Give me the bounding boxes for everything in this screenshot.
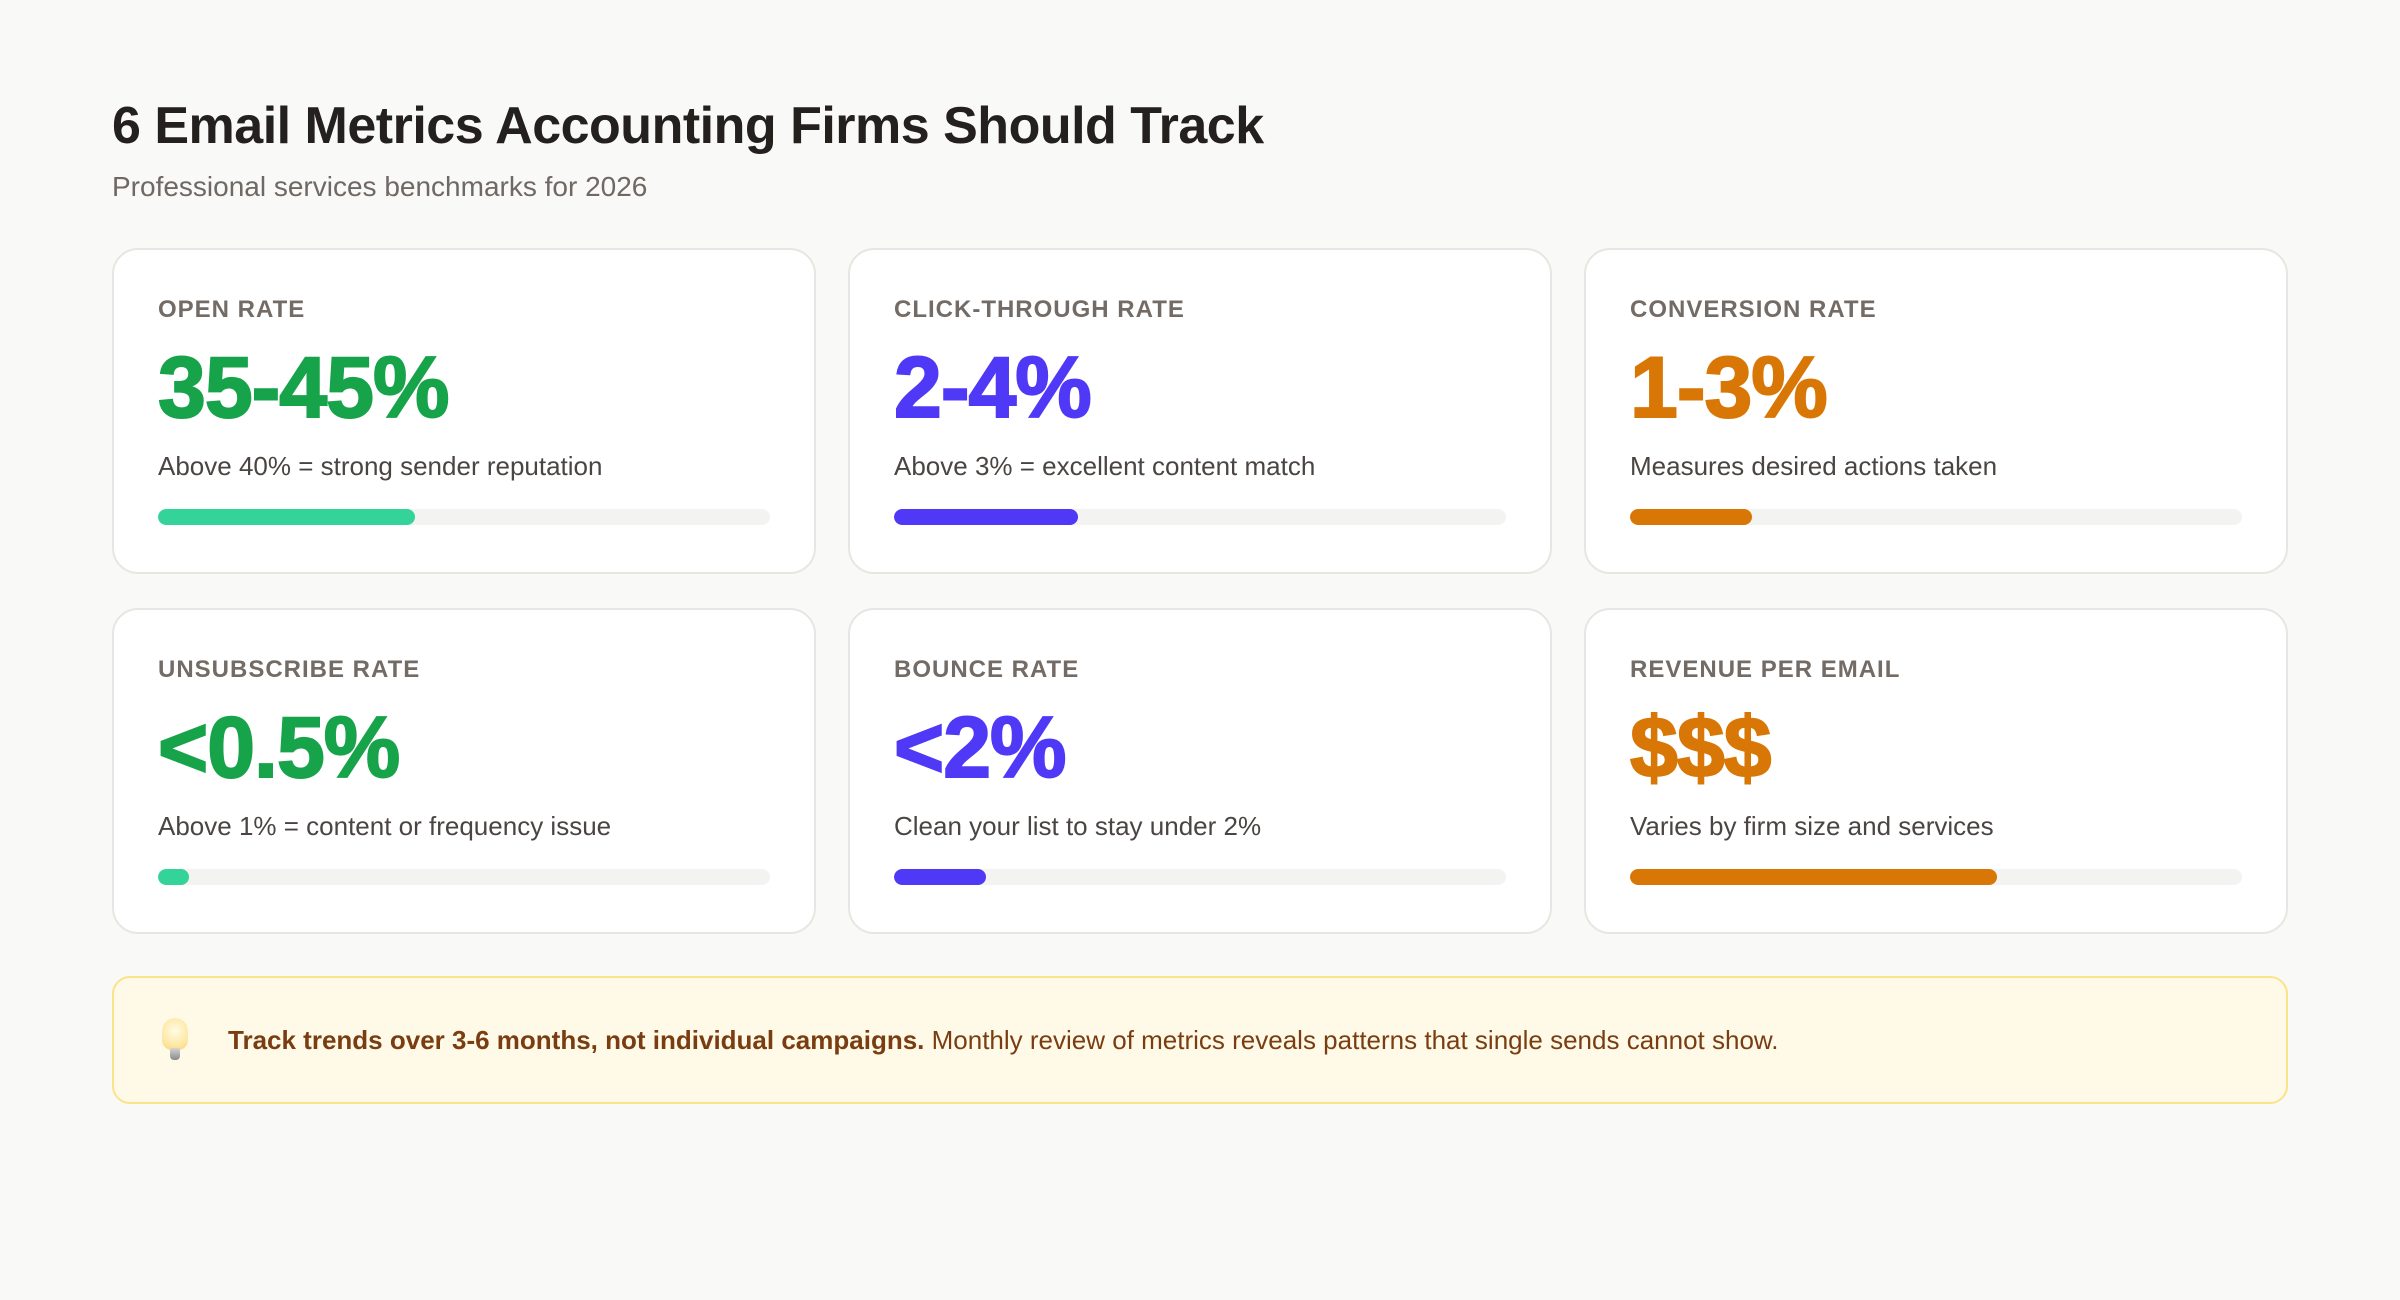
- metric-value: <2%: [893, 699, 1068, 797]
- tip-bold-text: Track trends over 3-6 months, not indivi…: [228, 1025, 925, 1055]
- progress-track: [1630, 509, 2242, 525]
- metrics-grid: OPEN RATE 35-45% Above 40% = strong send…: [112, 248, 2288, 934]
- metric-value: <0.5%: [157, 699, 401, 797]
- metric-label: OPEN RATE: [158, 296, 306, 323]
- progress-fill: [158, 869, 189, 885]
- metric-label: UNSUBSCRIBE RATE: [158, 656, 421, 683]
- infographic: 6 Email Metrics Accounting Firms Should …: [112, 96, 2288, 1104]
- tip-text: Track trends over 3-6 months, not indivi…: [228, 1024, 1778, 1056]
- metric-card-revenue-per-email: REVENUE PER EMAIL $$$ Varies by firm siz…: [1584, 608, 2288, 934]
- lightbulb-icon: [162, 1018, 188, 1062]
- progress-fill: [158, 509, 416, 525]
- metric-value: 1-3%: [1629, 339, 1829, 437]
- progress-track: [158, 869, 770, 885]
- metric-value: 35-45%: [157, 339, 450, 437]
- progress-fill: [894, 509, 1078, 525]
- progress-fill: [1630, 509, 1753, 525]
- tip-body-text: Monthly review of metrics reveals patter…: [924, 1025, 1779, 1055]
- progress-track: [894, 869, 1506, 885]
- metric-value: 2-4%: [893, 339, 1093, 437]
- metric-description: Clean your list to stay under 2%: [894, 811, 1262, 841]
- page-subtitle: Professional services benchmarks for 202…: [112, 171, 648, 202]
- page-title: 6 Email Metrics Accounting Firms Should …: [112, 97, 1264, 155]
- metric-label: REVENUE PER EMAIL: [1630, 656, 1901, 683]
- metric-label: CONVERSION RATE: [1630, 296, 1877, 323]
- progress-fill: [894, 869, 986, 885]
- metric-label: CLICK-THROUGH RATE: [894, 296, 1185, 323]
- metric-card-open-rate: OPEN RATE 35-45% Above 40% = strong send…: [112, 248, 816, 574]
- metric-card-conversion-rate: CONVERSION RATE 1-3% Measures desired ac…: [1584, 248, 2288, 574]
- metric-card-unsubscribe-rate: UNSUBSCRIBE RATE <0.5% Above 1% = conten…: [112, 608, 816, 934]
- metric-description: Above 3% = excellent content match: [894, 451, 1316, 481]
- tip-callout: Track trends over 3-6 months, not indivi…: [112, 976, 2288, 1104]
- progress-track: [1630, 869, 2242, 885]
- metric-value: $$$: [1629, 699, 1773, 797]
- metric-description: Above 1% = content or frequency issue: [158, 811, 612, 841]
- progress-fill: [1630, 869, 1998, 885]
- metric-description: Above 40% = strong sender reputation: [158, 451, 603, 481]
- progress-track: [158, 509, 770, 525]
- metric-description: Measures desired actions taken: [1630, 451, 1998, 481]
- metric-label: BOUNCE RATE: [894, 656, 1080, 683]
- progress-track: [894, 509, 1506, 525]
- metric-card-bounce-rate: BOUNCE RATE <2% Clean your list to stay …: [848, 608, 1552, 934]
- metric-description: Varies by firm size and services: [1630, 811, 1994, 841]
- metric-card-click-through-rate: CLICK-THROUGH RATE 2-4% Above 3% = excel…: [848, 248, 1552, 574]
